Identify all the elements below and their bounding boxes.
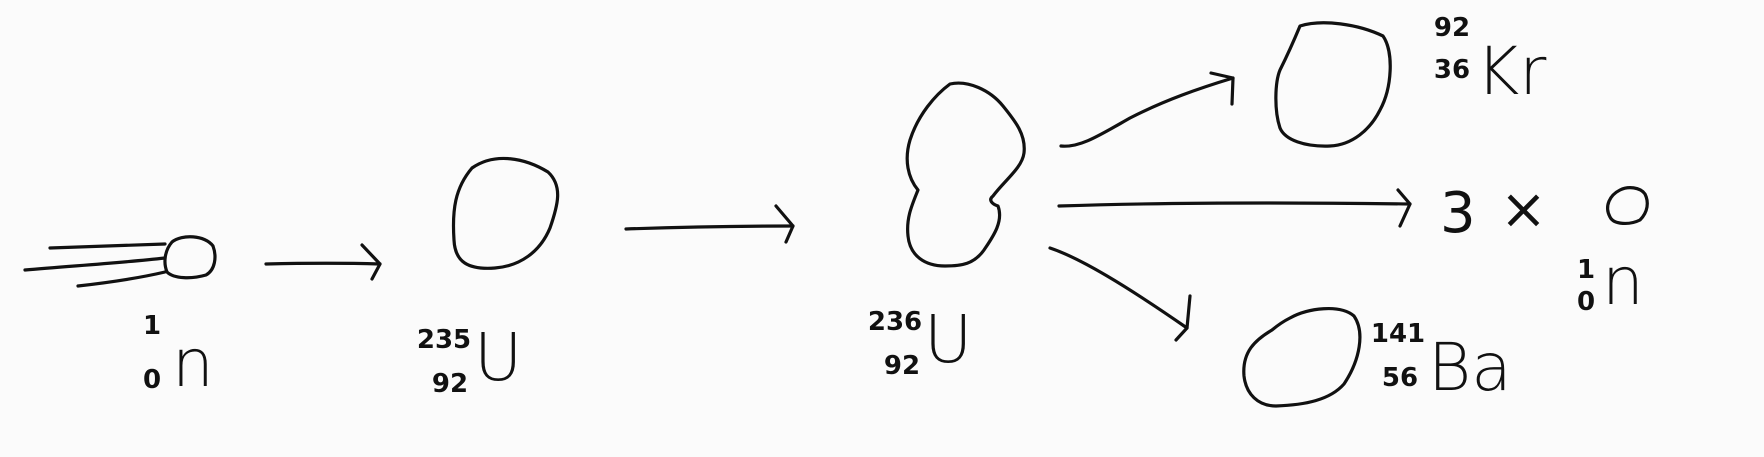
neutron-symbol: n — [172, 325, 214, 402]
krypton-atomic-number: 36 — [1434, 55, 1470, 85]
product-neutron-atomic-number: 0 — [1577, 287, 1595, 317]
barium-atomic-number: 56 — [1382, 363, 1418, 393]
uranium-236-nucleus — [905, 81, 1026, 268]
barium-nucleus — [1242, 307, 1362, 408]
barium-label: 141 56 Ba — [1371, 319, 1512, 406]
product-neutrons-label: 3 × 1 0 n — [1440, 177, 1644, 320]
arrow-to-compound-nucleus — [624, 204, 795, 244]
product-neutron-mass-number: 1 — [1577, 255, 1595, 285]
neutron-motion-lines — [23, 242, 167, 288]
krypton-mass-number: 92 — [1434, 13, 1470, 43]
uranium-236-atomic-number: 92 — [884, 351, 920, 381]
barium-mass-number: 141 — [1371, 319, 1425, 349]
uranium-235-mass-number: 235 — [417, 325, 471, 355]
neutron-nucleus — [163, 235, 217, 280]
krypton-symbol: Kr — [1476, 33, 1547, 110]
uranium-235-atomic-number: 92 — [432, 369, 468, 399]
times-sign: × — [1500, 177, 1547, 242]
arrow-to-krypton — [1059, 71, 1235, 148]
neutron-mass-number: 1 — [143, 311, 161, 341]
neutron-label: 1 0 n — [143, 311, 214, 402]
uranium-236-symbol: U — [924, 301, 972, 378]
neutron-atomic-number: 0 — [143, 365, 161, 395]
arrow-to-barium — [1048, 246, 1192, 342]
barium-symbol: Ba — [1428, 329, 1512, 406]
uranium-235-symbol: U — [474, 319, 522, 396]
uranium-235-nucleus — [451, 156, 560, 270]
krypton-label: 92 36 Kr — [1434, 13, 1547, 110]
arrow-neutron-to-uranium — [264, 243, 382, 281]
product-neutron-symbol: n — [1602, 243, 1644, 320]
arrow-to-neutrons — [1057, 188, 1412, 228]
product-neutron-nucleus — [1606, 186, 1649, 225]
neutron-coefficient: 3 — [1440, 181, 1476, 246]
uranium-236-mass-number: 236 — [868, 307, 922, 337]
uranium-235-label: 235 92 U — [417, 319, 522, 399]
uranium-236-label: 236 92 U — [868, 301, 972, 381]
krypton-nucleus — [1274, 21, 1392, 148]
